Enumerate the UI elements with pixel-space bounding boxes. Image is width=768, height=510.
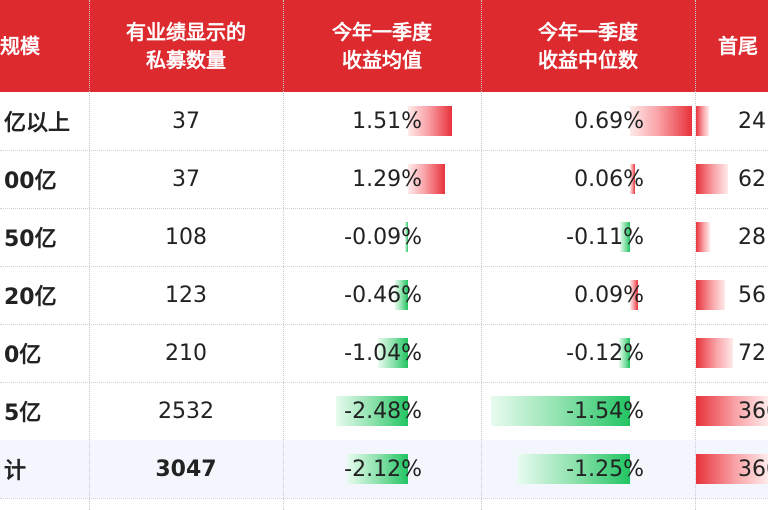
spread-value: 28: [738, 224, 766, 250]
spread-bar: [696, 222, 711, 252]
row-fund-count: 37: [172, 108, 200, 134]
q1-mean-text: -2.48%: [344, 398, 422, 424]
spread-value: 72: [738, 340, 766, 366]
q1-median-value: 0.69%: [482, 92, 644, 150]
q1-mean-value: -2.48%: [284, 382, 422, 440]
q1-median-value: -1.25%: [482, 440, 644, 498]
q1-median-value: -1.54%: [482, 382, 644, 440]
spread-value: 24: [738, 108, 766, 134]
spread-value: 62: [738, 166, 766, 192]
q1-median-text: -0.12%: [566, 340, 644, 366]
q1-mean-text: 1.29%: [352, 166, 422, 192]
row-scale-label: 20亿: [4, 285, 57, 310]
q1-median-bar: [491, 396, 630, 426]
table-row: 亿以上 37 1.51% 0.69% 24: [0, 92, 768, 150]
table-row: 计 3047 -2.12% -1.25% 360: [0, 440, 768, 498]
header-q1-median-label: 今年一季度 收益中位数: [538, 20, 638, 72]
q1-median-value: -0.12%: [482, 324, 644, 382]
q1-median-text: 0.69%: [574, 108, 644, 134]
table-header: 规模 有业绩显示的 私募数量 今年一季度 收益均值 今年一季度 收益中位数 首尾: [0, 0, 768, 92]
row-divider: [0, 150, 768, 151]
header-spread-label: 首尾: [718, 34, 758, 58]
q1-median-text: -0.11%: [566, 224, 644, 250]
header-count: 有业绩显示的 私募数量: [90, 0, 282, 92]
row-scale-label: 0亿: [4, 343, 42, 368]
spread-bar: [696, 338, 734, 368]
q1-median-text: -1.25%: [566, 456, 644, 482]
row-divider: [0, 208, 768, 209]
row-scale-label: 00亿: [4, 169, 57, 194]
header-scale: 规模: [0, 0, 88, 92]
table-row: 00亿 37 1.29% 0.06% 62: [0, 150, 768, 208]
spread-bar: [696, 106, 709, 136]
q1-mean-bar: [405, 222, 408, 252]
q1-median-text: 0.06%: [574, 166, 644, 192]
table-row: 20亿 123 -0.46% 0.09% 56: [0, 266, 768, 324]
q1-mean-bar: [408, 106, 452, 136]
q1-median-bar: [630, 164, 636, 194]
row-divider: [0, 382, 768, 383]
row-fund-count: 37: [172, 166, 200, 192]
q1-mean-bar: [377, 338, 408, 368]
row-divider: [0, 324, 768, 325]
q1-mean-text: 1.51%: [352, 108, 422, 134]
header-q1-median: 今年一季度 收益中位数: [482, 0, 694, 92]
q1-mean-bar: [394, 280, 408, 310]
spread-bar: [696, 396, 768, 426]
table-row: 5亿 2532 -2.48% -1.54% 360: [0, 382, 768, 440]
header-scale-label: 规模: [0, 34, 40, 58]
q1-mean-value: -1.04%: [284, 324, 422, 382]
q1-median-bar: [630, 280, 639, 310]
q1-median-value: 0.09%: [482, 266, 644, 324]
q1-median-bar: [620, 222, 630, 252]
q1-mean-text: -1.04%: [344, 340, 422, 366]
q1-mean-value: 1.51%: [284, 92, 422, 150]
table-row: 50亿 108 -0.09% -0.11% 28: [0, 208, 768, 266]
q1-median-bar: [619, 338, 630, 368]
row-fund-count: 210: [165, 340, 207, 366]
spread-bar: [696, 454, 768, 484]
column-divider: [695, 0, 697, 510]
row-fund-count: 3047: [155, 456, 217, 482]
header-spread: 首尾: [696, 0, 768, 92]
row-divider: [0, 266, 768, 267]
q1-mean-value: -0.46%: [284, 266, 422, 324]
q1-mean-value: -2.12%: [284, 440, 422, 498]
header-count-label: 有业绩显示的 私募数量: [126, 20, 246, 72]
q1-median-value: -0.11%: [482, 208, 644, 266]
q1-median-value: 0.06%: [482, 150, 644, 208]
q1-mean-text: -2.12%: [344, 456, 422, 482]
row-scale-label: 50亿: [4, 227, 57, 252]
column-divider: [89, 0, 91, 510]
column-divider: [481, 0, 483, 510]
q1-median-bar: [630, 106, 693, 136]
row-fund-count: 123: [165, 282, 207, 308]
header-q1-mean-label: 今年一季度 收益均值: [332, 20, 432, 72]
q1-mean-value: -0.09%: [284, 208, 422, 266]
spread-bar: [696, 164, 729, 194]
q1-mean-bar: [408, 164, 446, 194]
q1-mean-text: -0.46%: [344, 282, 422, 308]
row-scale-label: 计: [4, 459, 27, 484]
q1-mean-bar: [336, 396, 408, 426]
row-fund-count: 2532: [158, 398, 214, 424]
q1-mean-text: -0.09%: [344, 224, 422, 250]
spread-value: 360: [738, 398, 768, 424]
spread-bar: [696, 280, 725, 310]
column-divider: [283, 0, 285, 510]
header-q1-mean: 今年一季度 收益均值: [284, 0, 480, 92]
q1-median-text: 0.09%: [574, 282, 644, 308]
spread-value: 56: [738, 282, 766, 308]
table-row: 0亿 210 -1.04% -0.12% 72: [0, 324, 768, 382]
q1-mean-bar: [346, 454, 408, 484]
row-scale-label: 亿以上: [4, 111, 71, 136]
row-fund-count: 108: [165, 224, 207, 250]
row-scale-label: 5亿: [4, 401, 42, 426]
q1-median-text: -1.54%: [566, 398, 644, 424]
q1-median-bar: [517, 454, 630, 484]
q1-mean-value: 1.29%: [284, 150, 422, 208]
spread-value: 360: [738, 456, 768, 482]
row-divider: [0, 498, 768, 499]
